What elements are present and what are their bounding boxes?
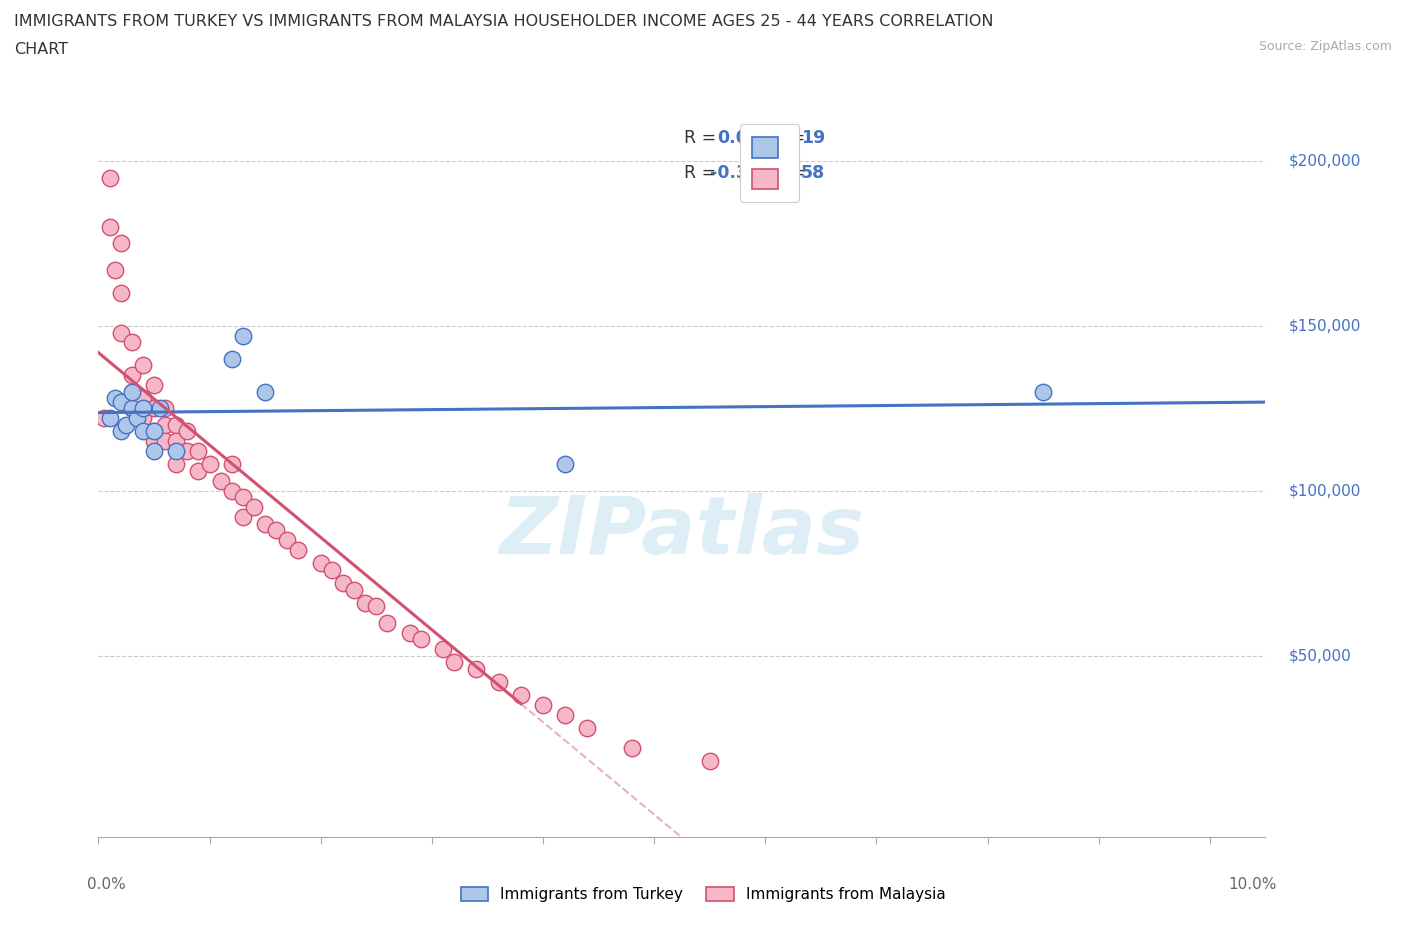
Point [221, 484, 243, 498]
Point [509, 688, 531, 703]
Point [127, 411, 149, 426]
Point [121, 401, 143, 416]
Text: N =: N = [772, 164, 810, 181]
Text: ZIPatlas: ZIPatlas [499, 493, 865, 571]
Point [104, 262, 127, 277]
Point [232, 490, 254, 505]
Point [121, 384, 143, 399]
Point [143, 434, 166, 449]
Point [465, 661, 488, 676]
Point [121, 368, 143, 383]
Point [143, 378, 166, 392]
Point [243, 499, 266, 514]
Point [309, 556, 332, 571]
Point [232, 328, 254, 343]
Point [176, 444, 198, 458]
Point [153, 434, 176, 449]
Text: $100,000: $100,000 [1289, 484, 1361, 498]
Point [554, 457, 576, 472]
Point [398, 625, 420, 640]
Point [132, 401, 155, 416]
Point [443, 655, 465, 670]
Point [121, 335, 143, 350]
Point [153, 401, 176, 416]
Point [377, 616, 399, 631]
Point [104, 391, 127, 405]
Point [198, 457, 221, 472]
Text: 0.0%: 0.0% [87, 877, 125, 892]
Point [554, 708, 576, 723]
Point [254, 384, 277, 399]
Point [165, 434, 187, 449]
Point [132, 391, 155, 405]
Point [187, 463, 209, 478]
Text: 19: 19 [801, 129, 825, 148]
Text: IMMIGRANTS FROM TURKEY VS IMMIGRANTS FROM MALAYSIA HOUSEHOLDER INCOME AGES 25 - : IMMIGRANTS FROM TURKEY VS IMMIGRANTS FRO… [14, 14, 994, 29]
Point [143, 444, 166, 458]
Point [110, 326, 132, 340]
Point [143, 424, 166, 439]
Point [93, 411, 115, 426]
Point [287, 543, 309, 558]
Point [366, 599, 388, 614]
Text: -0.341: -0.341 [710, 164, 772, 181]
Point [110, 424, 132, 439]
Point [409, 631, 432, 646]
Point [699, 753, 721, 768]
Text: N =: N = [772, 129, 810, 148]
Point [121, 384, 143, 399]
Text: $50,000: $50,000 [1289, 648, 1351, 663]
Point [143, 401, 166, 416]
Point [132, 424, 155, 439]
Point [187, 444, 209, 458]
Point [115, 418, 138, 432]
Point [110, 286, 132, 300]
Point [209, 473, 232, 488]
Point [221, 352, 243, 366]
Point [232, 510, 254, 525]
Point [153, 418, 176, 432]
Point [165, 444, 187, 458]
Text: 0.081: 0.081 [717, 129, 772, 148]
Text: 58: 58 [801, 164, 825, 181]
Point [221, 457, 243, 472]
Point [98, 411, 121, 426]
Point [620, 740, 643, 755]
Text: CHART: CHART [14, 42, 67, 57]
Point [531, 698, 554, 712]
Text: $200,000: $200,000 [1289, 153, 1361, 168]
Text: $150,000: $150,000 [1289, 318, 1361, 334]
Point [143, 424, 166, 439]
Point [332, 576, 354, 591]
Point [176, 424, 198, 439]
Legend: Immigrants from Turkey, Immigrants from Malaysia: Immigrants from Turkey, Immigrants from … [454, 881, 952, 909]
Text: Source: ZipAtlas.com: Source: ZipAtlas.com [1258, 40, 1392, 53]
Point [110, 394, 132, 409]
Point [98, 219, 121, 234]
Point [276, 533, 298, 548]
Point [132, 411, 155, 426]
Text: R =: R = [685, 164, 723, 181]
Legend: , : , [740, 125, 799, 202]
Text: R =: R = [685, 129, 723, 148]
Point [165, 457, 187, 472]
Point [576, 721, 599, 736]
Point [432, 642, 454, 657]
Point [488, 674, 510, 689]
Point [110, 236, 132, 251]
Point [148, 401, 170, 416]
Point [132, 358, 155, 373]
Point [321, 563, 343, 578]
Point [354, 595, 377, 610]
Point [121, 401, 143, 416]
Point [254, 516, 277, 531]
Text: 10.0%: 10.0% [1229, 877, 1277, 892]
Point [98, 170, 121, 185]
Point [343, 582, 366, 597]
Point [1032, 384, 1054, 399]
Point [264, 523, 287, 538]
Point [165, 418, 187, 432]
